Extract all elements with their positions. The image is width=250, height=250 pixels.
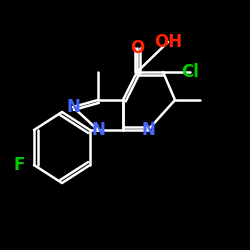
Text: OH: OH [154,33,182,51]
Text: F: F [13,156,25,174]
Text: N: N [141,121,155,139]
Text: N: N [91,121,105,139]
Text: N: N [66,98,80,116]
Text: Cl: Cl [181,63,199,81]
Text: O: O [130,39,144,57]
